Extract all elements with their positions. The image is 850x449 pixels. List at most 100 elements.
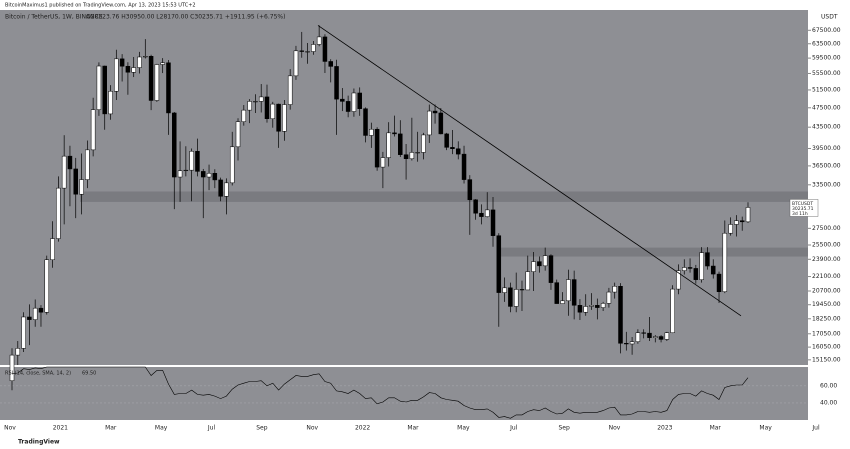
x-tick-label: Jul xyxy=(207,425,216,432)
candle-body xyxy=(618,286,623,344)
candle-body xyxy=(658,336,664,340)
rsi-pane xyxy=(0,367,808,420)
candle-body xyxy=(247,101,252,111)
candle-body xyxy=(409,152,415,160)
candle-body xyxy=(96,65,102,110)
candle-body xyxy=(166,62,171,114)
candle-body xyxy=(79,179,84,195)
candle-body xyxy=(328,61,333,67)
candle-body xyxy=(577,305,583,313)
candle-body xyxy=(421,134,426,153)
candle-body xyxy=(316,36,322,45)
candle-body xyxy=(647,332,652,338)
candle-body xyxy=(102,65,107,115)
y-tick-label: 18250.00 xyxy=(812,315,841,322)
plot-area: 67500.00 63500.00 59500.00 55500.00 51500.00… xyxy=(0,10,841,432)
candle-body xyxy=(137,56,142,68)
candle-body xyxy=(513,289,519,307)
candle-body xyxy=(282,104,287,132)
candle-body xyxy=(345,101,351,112)
candle-body xyxy=(264,96,270,119)
candle-body xyxy=(537,261,542,267)
candle-body xyxy=(206,173,212,178)
candle-body xyxy=(114,58,119,92)
candle-body xyxy=(519,289,525,291)
candle-body xyxy=(15,348,21,356)
candle-body xyxy=(229,146,235,184)
rsi-tick-label: 40.00 xyxy=(820,399,837,406)
candle-body xyxy=(21,316,26,349)
candle-body xyxy=(357,92,362,109)
candle-body xyxy=(641,332,646,334)
candle-body xyxy=(67,155,73,170)
x-tick-label: Mar xyxy=(407,425,419,432)
x-tick-label: Nov xyxy=(4,425,16,432)
candle-body xyxy=(739,220,745,223)
candle-body xyxy=(548,255,554,283)
candle-body xyxy=(311,44,316,52)
x-tick-label: Nov xyxy=(306,425,318,432)
x-tick-label: 2021 xyxy=(53,425,68,432)
candle-body xyxy=(595,305,600,308)
candle-body xyxy=(195,151,200,172)
candle-body xyxy=(525,271,531,291)
support-zone xyxy=(500,247,808,257)
candle-body xyxy=(374,128,380,168)
x-tick-label: May xyxy=(155,425,168,432)
price-tag xyxy=(789,199,819,217)
candle-body xyxy=(148,56,154,101)
candle-body xyxy=(172,112,177,178)
x-tick-label: May xyxy=(759,425,772,432)
candle-body xyxy=(189,151,194,171)
y-tick-label: 22100.00 xyxy=(812,273,841,280)
candle-body xyxy=(299,50,305,52)
candle-body xyxy=(600,303,606,308)
candle-body xyxy=(125,65,131,73)
y-tick-label: 15150.00 xyxy=(812,356,841,363)
y-tick-label: 67500.00 xyxy=(812,27,841,34)
x-tick-label: Mar xyxy=(710,425,722,432)
candle-body xyxy=(398,133,403,155)
candle-body xyxy=(392,132,397,135)
candle-body xyxy=(682,267,687,271)
candle-body xyxy=(432,110,438,114)
candle-body xyxy=(566,279,571,302)
candle-body xyxy=(444,133,449,148)
y-tick-label: 23900.00 xyxy=(812,256,841,263)
candle-body xyxy=(479,212,484,217)
candle-body xyxy=(235,121,241,148)
candle-body xyxy=(276,103,281,132)
candle-body xyxy=(85,149,90,180)
candle-body xyxy=(253,101,258,103)
candle-body xyxy=(143,56,148,58)
candle-body xyxy=(490,209,496,236)
candle-body xyxy=(287,75,293,105)
candle-body xyxy=(473,199,478,214)
y-tick-label: 51500.00 xyxy=(812,86,841,93)
candle-body xyxy=(44,259,50,313)
x-tick-label: Nov xyxy=(609,425,621,432)
x-tick-label: Mar xyxy=(105,425,117,432)
candle-body xyxy=(9,354,15,382)
candle-body xyxy=(438,112,444,135)
candle-body xyxy=(258,96,264,102)
candle-body xyxy=(322,36,328,62)
candle-body xyxy=(745,207,751,223)
candle-body xyxy=(61,155,67,189)
candle-body xyxy=(676,270,681,290)
candle-body xyxy=(583,306,588,313)
candle-body xyxy=(334,66,339,100)
trend-line xyxy=(317,25,742,317)
candle-body xyxy=(496,235,502,293)
footer-logo: TradingView xyxy=(18,439,60,446)
candle-body xyxy=(716,273,722,292)
candle-body xyxy=(484,209,490,217)
candle-body xyxy=(50,238,55,261)
chart-title: Bitcoin / TetherUS, 1W, BINANCE xyxy=(5,14,103,21)
candle-body xyxy=(461,153,467,180)
unit-label: USDT xyxy=(821,14,838,21)
candle-body xyxy=(450,147,455,149)
candle-body xyxy=(571,279,577,306)
rsi-label: RSI (14, close, SMA, 14, 2) xyxy=(5,371,71,377)
